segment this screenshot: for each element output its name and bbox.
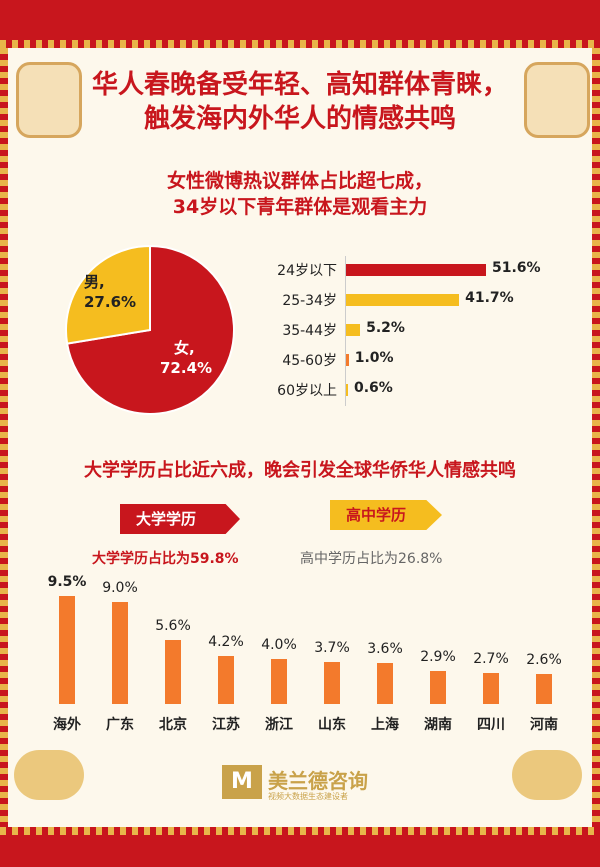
region-bar-value: 3.6% (367, 641, 403, 658)
pie-label-male-name: 男, (84, 273, 105, 291)
region-bar-chart: 9.5% 海外 9.0% 广东 5.6% 北京 4.2% 江苏 4.0% 浙江 3.7% 山东 3.6%… (0, 560, 600, 740)
region-bar (165, 640, 181, 704)
pie-label-male: 男, 27.6% (84, 272, 136, 312)
age-axis-line (345, 256, 346, 406)
tag-university: 大学学历 (120, 504, 240, 534)
region-bar-value: 2.7% (473, 651, 509, 668)
page-title-line1: 华人春晚备受年轻、高知群体青睐， (91, 70, 508, 100)
region-bar-value: 9.0% (102, 579, 138, 596)
region-category-label: 北京 (159, 717, 187, 733)
region-category-label: 浙江 (265, 717, 293, 733)
pie-label-female-name: 女, (174, 339, 195, 357)
region-category-label: 上海 (371, 717, 399, 733)
gender-pie-chart (65, 244, 235, 415)
pie-label-female: 女, 72.4% (160, 338, 212, 378)
region-category-label: 海外 (53, 717, 81, 733)
region-category-label: 山东 (318, 717, 346, 733)
note-university: 大学学历占比为59.8% (92, 551, 239, 567)
bottom-border (0, 827, 600, 867)
region-bar (377, 663, 393, 704)
region-category-label: 广东 (106, 717, 134, 733)
region-bar (59, 596, 75, 704)
pig-left-icon (14, 750, 84, 800)
left-border (0, 48, 8, 827)
lantern-left-icon (16, 62, 82, 138)
logo-name: 美兰德咨询 (268, 769, 368, 793)
region-bar (324, 661, 340, 704)
lantern-right-icon (524, 62, 590, 138)
age-bar-value: 1.0% (354, 350, 394, 366)
logo-mark-icon: M (222, 765, 262, 799)
region-bar (430, 671, 446, 704)
region-bar (271, 658, 287, 704)
region-bar (536, 674, 552, 704)
age-category-label: 60岁以上 (277, 383, 337, 399)
age-bar-value: 41.7% (465, 290, 514, 306)
region-bar (112, 601, 128, 704)
right-border (592, 48, 600, 827)
region-bar-value: 4.2% (208, 634, 244, 651)
age-bar (346, 354, 349, 366)
subtitle-line1: 女性微博热议群体占比超七成， (166, 170, 433, 192)
region-bar-value: 9.5% (47, 574, 87, 590)
pie-slice-男 (65, 244, 151, 345)
age-category-label: 24岁以下 (277, 263, 337, 279)
age-bar-value: 5.2% (366, 320, 405, 336)
age-category-label: 35-44岁 (282, 323, 337, 339)
age-category-label: 25-34岁 (282, 293, 337, 309)
age-bar (346, 264, 486, 276)
age-bar (346, 294, 460, 306)
tag-highschool: 高中学历 (330, 500, 442, 530)
age-bar-value: 51.6% (492, 260, 541, 276)
page-title-line2: 触发海内外华人的情感共鸣 (143, 104, 456, 134)
section2-title: 大学学历占比近六成，晚会引发全球华侨华人情感共鸣 (84, 460, 516, 481)
age-bar-chart: 24岁以下 51.6% 25-34岁 41.7% 35-44岁 5.2% 45-60岁 1.0… (265, 256, 585, 416)
region-bar-value: 2.9% (420, 649, 456, 666)
region-category-label: 江苏 (212, 717, 240, 733)
subtitle-line2: 34岁以下青年群体是观看主力 (172, 196, 428, 218)
region-bar-value: 4.0% (261, 636, 297, 653)
note-highschool: 高中学历占比为26.8% (300, 551, 443, 567)
region-bar-value: 5.6% (155, 618, 191, 635)
pie-label-female-value: 72.4% (160, 359, 213, 377)
logo: M 美兰德咨询 视频大数据生态建设者 (222, 765, 382, 805)
region-bar-value: 2.6% (526, 652, 562, 669)
pie-label-male-value: 27.6% (84, 293, 137, 311)
pig-right-icon (512, 750, 582, 800)
age-bar (346, 324, 361, 336)
age-bar (346, 384, 348, 396)
age-bar-value: 0.6% (354, 380, 393, 396)
age-category-label: 45-60岁 (282, 353, 337, 369)
region-category-label: 河南 (530, 717, 558, 733)
region-bar (218, 656, 234, 704)
logo-sub: 视频大数据生态建设者 (268, 792, 348, 801)
region-category-label: 四川 (477, 717, 505, 733)
region-category-label: 湖南 (424, 717, 452, 733)
region-bar (483, 673, 499, 704)
region-bar-value: 3.7% (314, 639, 350, 656)
top-border (0, 0, 600, 48)
